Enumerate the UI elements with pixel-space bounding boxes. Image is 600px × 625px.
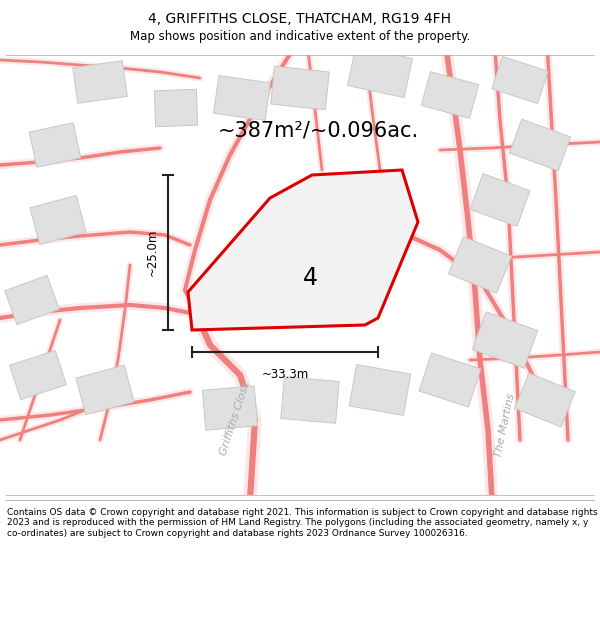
Text: Map shows position and indicative extent of the property.: Map shows position and indicative extent… bbox=[130, 30, 470, 43]
Polygon shape bbox=[73, 61, 127, 103]
Polygon shape bbox=[10, 351, 67, 399]
Polygon shape bbox=[421, 72, 479, 118]
Text: The Martins: The Martins bbox=[493, 392, 517, 458]
Polygon shape bbox=[349, 364, 411, 416]
Text: Contains OS data © Crown copyright and database right 2021. This information is : Contains OS data © Crown copyright and d… bbox=[7, 508, 598, 538]
Text: 4: 4 bbox=[302, 266, 317, 290]
Polygon shape bbox=[202, 386, 257, 430]
Polygon shape bbox=[30, 196, 86, 244]
Polygon shape bbox=[472, 312, 538, 368]
Polygon shape bbox=[281, 377, 339, 423]
Polygon shape bbox=[295, 249, 361, 307]
Text: ~387m²/~0.096ac.: ~387m²/~0.096ac. bbox=[218, 120, 419, 140]
Polygon shape bbox=[515, 373, 575, 427]
Polygon shape bbox=[419, 353, 481, 407]
Polygon shape bbox=[271, 66, 329, 110]
Text: Griffiths Close: Griffiths Close bbox=[218, 379, 252, 457]
Polygon shape bbox=[76, 365, 134, 415]
Polygon shape bbox=[492, 56, 548, 104]
Text: 4, GRIFFITHS CLOSE, THATCHAM, RG19 4FH: 4, GRIFFITHS CLOSE, THATCHAM, RG19 4FH bbox=[149, 12, 452, 26]
Polygon shape bbox=[470, 174, 530, 226]
Polygon shape bbox=[347, 46, 413, 98]
Polygon shape bbox=[5, 276, 59, 324]
Polygon shape bbox=[188, 170, 418, 330]
Polygon shape bbox=[154, 89, 197, 127]
Polygon shape bbox=[509, 119, 571, 171]
Polygon shape bbox=[29, 122, 81, 168]
Polygon shape bbox=[448, 237, 512, 293]
Polygon shape bbox=[214, 76, 271, 121]
Text: ~25.0m: ~25.0m bbox=[146, 228, 158, 276]
Text: ~33.3m: ~33.3m bbox=[262, 368, 308, 381]
